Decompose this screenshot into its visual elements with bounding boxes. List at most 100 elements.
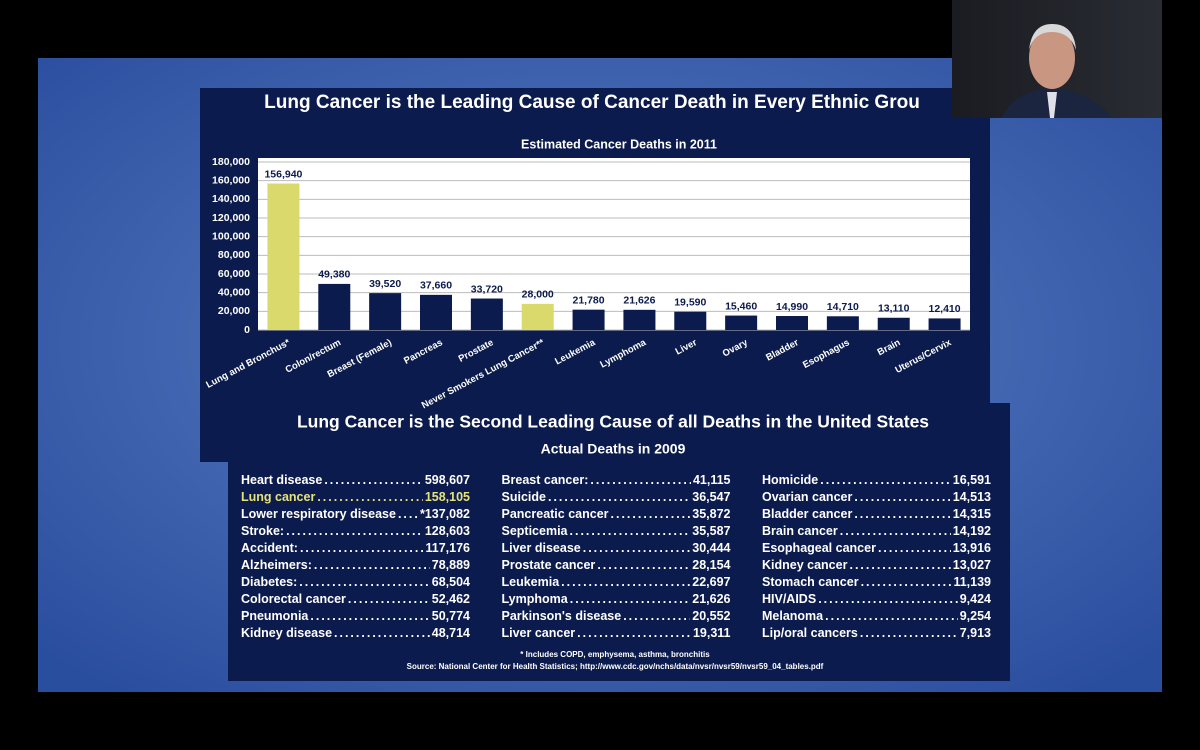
dot-leader: [561, 574, 690, 591]
value-label: 13,110: [878, 303, 910, 315]
table-row: Homicide 16,591: [762, 472, 991, 489]
cause: Esophageal cancer: [762, 541, 876, 555]
bar: [318, 283, 351, 330]
cause: Stomach cancer: [762, 575, 859, 589]
table-row: Lung cancer 158,105: [241, 489, 470, 506]
value-label: 19,590: [674, 296, 706, 308]
deaths: 158,105: [424, 490, 470, 504]
cause: Stroke:: [241, 524, 285, 538]
dot-leader: [825, 608, 958, 625]
bar: [369, 293, 402, 330]
dot-leader: [820, 472, 951, 489]
deaths: 41,115: [692, 473, 731, 487]
table-row: Pneumonia 50,774: [241, 608, 470, 625]
cause: Lower respiratory disease: [241, 507, 396, 521]
bar: [623, 309, 656, 330]
table-row: Liver cancer 19,311: [502, 625, 731, 642]
deaths: 22,697: [692, 575, 731, 589]
dot-leader: [590, 472, 691, 489]
dot-leader: [611, 506, 691, 523]
table-row: Accident: 117,176: [241, 540, 470, 557]
table-row: Breast cancer: 41,115: [502, 472, 731, 489]
deaths: 21,626: [692, 592, 731, 606]
deaths: 13,916: [952, 541, 991, 555]
table-row: Prostate cancer 28,154: [502, 557, 731, 574]
cause: Brain cancer: [762, 524, 838, 538]
cause: Pancreatic cancer: [501, 507, 609, 521]
table-column: Breast cancer: 41,115 Suicide 36,547 Pancrea…: [502, 472, 731, 642]
y-tick-label: 180,000: [212, 156, 250, 168]
deaths: 28,154: [692, 558, 731, 572]
dot-leader: [849, 557, 950, 574]
y-tick-label: 100,000: [212, 230, 250, 242]
deaths: 50,774: [431, 609, 470, 623]
dot-leader: [334, 625, 430, 642]
person-body: [1002, 88, 1112, 118]
table-row: Esophageal cancer 13,916: [762, 540, 991, 557]
y-tick-label: 120,000: [212, 212, 250, 224]
deaths-table: Heart disease 598,607 Lung cancer 158,105 Lo…: [241, 472, 991, 642]
dot-leader: [623, 608, 690, 625]
deaths: 14,513: [952, 490, 991, 504]
bar: [877, 317, 910, 330]
cause: Bladder cancer: [762, 507, 853, 521]
table-row: Brain cancer 14,192: [762, 523, 991, 540]
table-column: Heart disease 598,607 Lung cancer 158,105 Lo…: [241, 472, 470, 642]
value-label: 156,940: [264, 168, 302, 180]
bar: [572, 309, 605, 330]
dot-leader: [878, 540, 951, 557]
cause: Prostate cancer: [501, 558, 596, 572]
y-tick-label: 80,000: [218, 249, 250, 261]
table-row: Lower respiratory disease *137,082: [241, 506, 470, 523]
person-head: [1029, 27, 1075, 89]
value-label: 14,990: [776, 301, 808, 313]
table-row: Pancreatic cancer 35,872: [502, 506, 731, 523]
dot-leader: [570, 591, 691, 608]
table-row: Stomach cancer 11,139: [762, 574, 991, 591]
footnote: * Includes COPD, emphysema, asthma, bron…: [520, 650, 710, 659]
cause: Breast cancer:: [501, 473, 589, 487]
table-row: HIV/AIDS 9,424: [762, 591, 991, 608]
table-title: Lung Cancer is the Second Leading Cause …: [297, 412, 929, 432]
chart-title: Estimated Cancer Deaths in 2011: [521, 137, 717, 151]
value-label: 39,520: [369, 278, 401, 290]
bar: [521, 303, 554, 330]
cause: Suicide: [501, 490, 546, 504]
cause: Septicemia: [501, 524, 568, 538]
cause: Accident:: [241, 541, 298, 555]
dot-leader: [348, 591, 430, 608]
y-tick-label: 40,000: [218, 286, 250, 298]
bar: [470, 298, 503, 330]
deaths: 11,139: [953, 575, 991, 589]
table-row: Alzheimers: 78,889: [241, 557, 470, 574]
table-row: Kidney disease 48,714: [241, 625, 470, 642]
dot-leader: [854, 489, 950, 506]
bar: [826, 316, 859, 330]
dot-leader: [570, 523, 691, 540]
bar: [776, 316, 808, 330]
deaths: 117,176: [425, 541, 471, 555]
deaths: 128,603: [424, 524, 470, 538]
deaths: 16,591: [952, 473, 991, 487]
cause: Diabetes:: [241, 575, 298, 589]
value-label: 37,660: [420, 280, 452, 292]
cause: Liver disease: [501, 541, 581, 555]
dot-leader: [818, 591, 958, 608]
dot-leader: [299, 574, 429, 591]
table-row: Heart disease 598,607: [241, 472, 470, 489]
value-label: 21,626: [623, 295, 655, 307]
deaths: 9,424: [959, 592, 991, 606]
deaths: 48,714: [431, 626, 470, 640]
deaths: 13,027: [952, 558, 991, 572]
plot-area: [258, 158, 970, 330]
deaths: 598,607: [424, 473, 470, 487]
dot-leader: [300, 540, 424, 557]
value-label: 12,410: [929, 303, 961, 315]
value-label: 15,460: [725, 300, 757, 312]
deaths: 20,552: [692, 609, 731, 623]
deaths: 52,462: [431, 592, 470, 606]
table-row: Diabetes: 68,504: [241, 574, 470, 591]
dot-leader: [324, 472, 423, 489]
deaths: 7,913: [959, 626, 991, 640]
